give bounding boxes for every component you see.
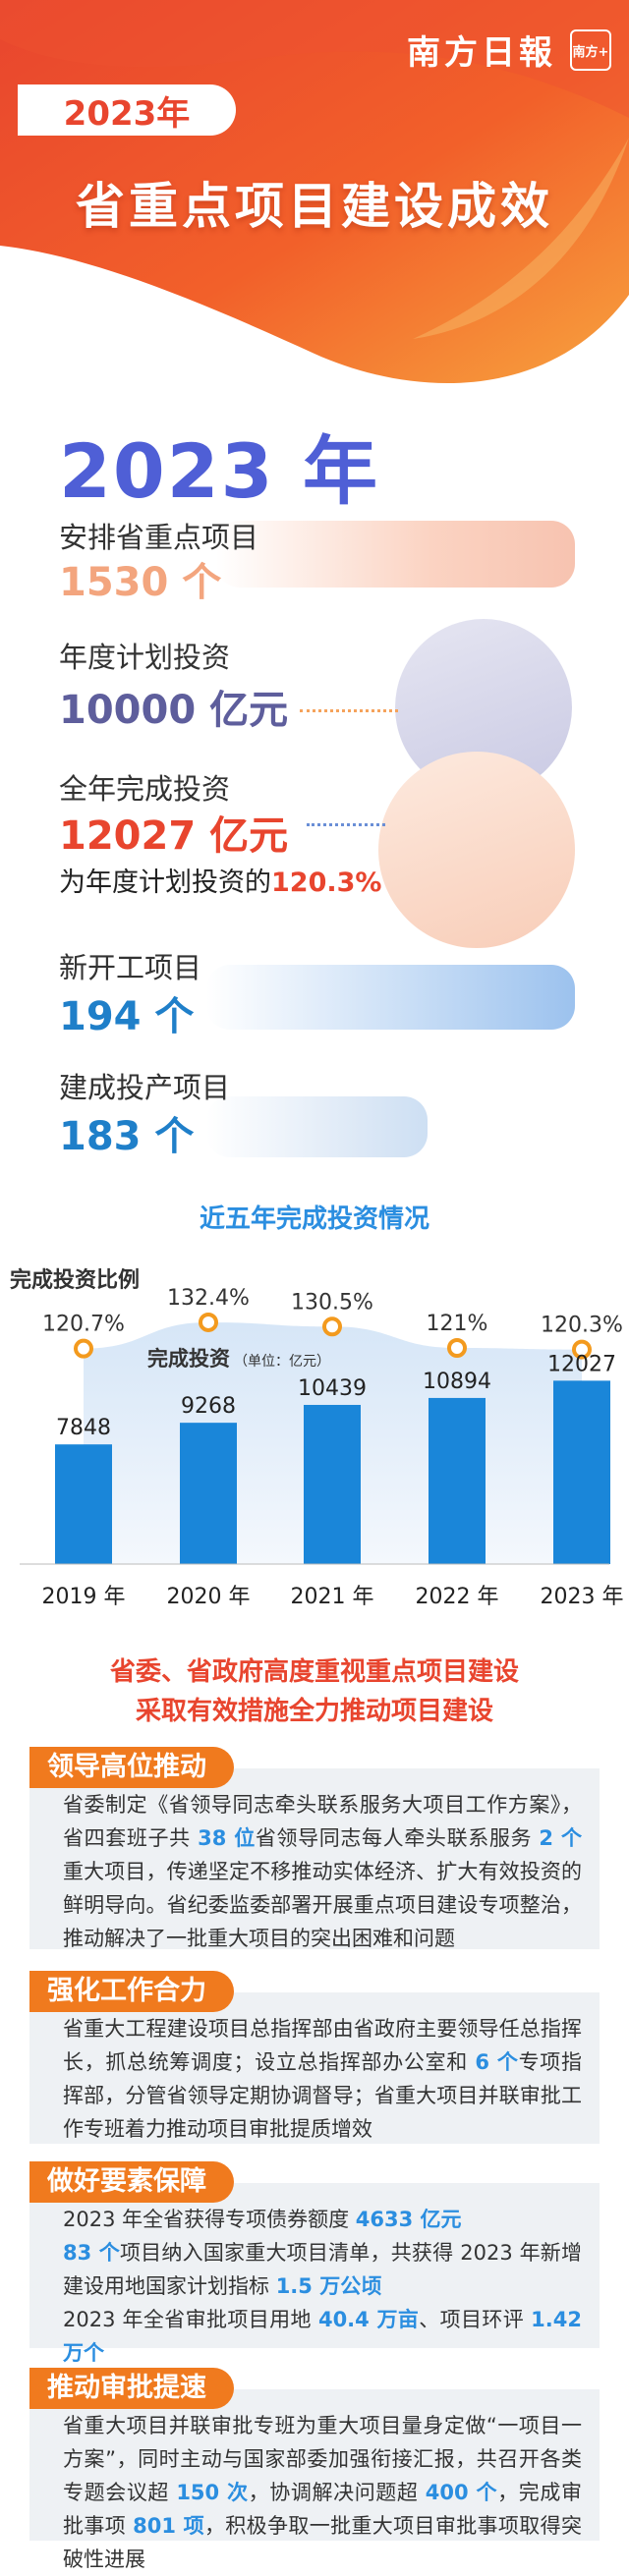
investment-bar [553, 1380, 610, 1564]
stat-2-value: 10000 亿元 [59, 688, 289, 733]
highlight-value: 4633 亿元 [355, 2208, 462, 2231]
stat-3-note-value: 120.3% [271, 868, 382, 898]
stat-3-note-text: 为年度计划投资的 [59, 868, 271, 898]
category-label: 2021 年 [291, 1585, 374, 1609]
measure-3-text-1: 2023 年全省获得专项债券额度 4633 亿元 [63, 2203, 582, 2236]
stat-3-circle [378, 752, 575, 948]
highlight-value: 38 位 [198, 1826, 256, 1850]
bar-value-label: 9268 [181, 1394, 236, 1419]
category-label: 2019 年 [42, 1585, 126, 1609]
category-label: 2020 年 [167, 1585, 251, 1609]
measure-2-text: 省重大工程建设项目总指挥部由省政府主要领导任总指挥长，抓总统筹调度；设立总指挥部… [63, 2012, 582, 2146]
investment-bar [180, 1423, 237, 1564]
text-segment: 2023 年全省审批项目用地 [63, 2308, 318, 2331]
amount-unit: （单位：亿元） [234, 1354, 330, 1370]
highlight-value: 2 个 [539, 1826, 582, 1850]
stat-1-label: 安排省重点项目 [59, 521, 259, 554]
stat-4-bar [206, 965, 575, 1030]
investment-bar [55, 1444, 112, 1564]
chart-section-title: 近五年完成投资情况 [199, 1204, 429, 1234]
stat-2-label: 年度计划投资 [59, 641, 231, 674]
text-segment: ，完成审批事项 [63, 2481, 582, 2538]
investment-bar [304, 1404, 361, 1564]
stat-4-label: 新开工项目 [59, 951, 202, 984]
ratio-value-label: 120.7% [42, 1313, 125, 1337]
measure-tag-3: 做好要素保障 [29, 2161, 234, 2203]
text-segment: 省委制定《省领导同志牵头联系服务大项目工作方案》，省四套班子共 [63, 1793, 582, 1850]
amount-series-label: 完成投资 （单位：亿元） [147, 1347, 330, 1371]
highlight-value: 6 个 [475, 2050, 519, 2074]
highlight-value: 150 次 [176, 2481, 249, 2504]
ratio-point [322, 1316, 342, 1337]
measure-3-text-2: 83 个项目纳入国家重大项目清单，共获得 2023 年新增建设用地国家计划指标 … [63, 2236, 582, 2303]
highlight-value: 1.5 万公顷 [275, 2274, 382, 2298]
measure-1-text: 省委制定《省领导同志牵头联系服务大项目工作方案》，省四套班子共 38 位省领导同… [63, 1788, 582, 1955]
text-segment: ，协调解决问题超 [248, 2481, 426, 2504]
amount-series-name: 完成投资 [147, 1347, 230, 1371]
brand-logo: 南方日報 [407, 33, 556, 73]
category-label: 2022 年 [416, 1585, 499, 1609]
text-segment: 重大项目，传递坚定不移推动实体经济、扩大有效投资的鲜明导向。省纪委监委部署开展重… [63, 1860, 582, 1950]
measure-tag-2: 强化工作合力 [29, 1971, 234, 2012]
measure-3-text-3: 2023 年全省审批项目用地 40.4 万亩、项目环评 1.42 万个 [63, 2303, 582, 2370]
bar-value-label: 12027 [547, 1352, 616, 1376]
highlight-value: 400 个 [425, 2481, 498, 2504]
text-segment: 、项目环评 [419, 2308, 532, 2331]
bar-value-label: 10439 [298, 1376, 367, 1401]
measure-tag-1: 领导高位推动 [29, 1747, 234, 1788]
ratio-value-label: 132.4% [167, 1286, 250, 1311]
bar-value-label: 10894 [423, 1370, 491, 1394]
text-segment: 专项指挥部，分管省领导定期协调督导；省重大项目并联审批工作专班着力推动项目审批提… [63, 2050, 582, 2141]
investment-bar [429, 1397, 486, 1564]
bar-value-label: 7848 [56, 1416, 111, 1440]
stat-3-label: 全年完成投资 [59, 772, 231, 806]
measure-card-3: 2023 年全省获得专项债券额度 4633 亿元 83 个项目纳入国家重大项目清… [29, 2183, 600, 2365]
ratio-series-label: 完成投资比例 [10, 1267, 140, 1293]
highlight-value: 801 项 [133, 2514, 204, 2538]
ratio-value-label: 121% [427, 1312, 488, 1336]
overview-year: 2023 年 [59, 427, 379, 515]
text-segment: 2023 年全省获得专项债券额度 [63, 2208, 356, 2231]
measure-tag-4: 推动审批提速 [29, 2368, 234, 2409]
ratio-value-label: 120.3% [541, 1314, 623, 1338]
hero-banner: 南方日報 南方+ 2023年 省重点项目建设成效 [0, 0, 629, 393]
policy-line-2: 采取有效措施全力推动项目建设 [135, 1697, 493, 1726]
ratio-value-label: 130.5% [291, 1290, 373, 1315]
stat-5-label: 建成投产项目 [59, 1071, 231, 1104]
stat-5-value: 183 个 [59, 1114, 195, 1159]
investment-chart: 7848 2019 年 9268 2020 年 10439 2021 年 10894 2022… [10, 1267, 624, 1609]
year-tag: 2023年 [18, 84, 236, 136]
ratio-point [199, 1312, 218, 1332]
text-segment: 省重大项目并联审批专班为重大项目量身定做“一项目一方案”，同时主动与国家部委加强… [63, 2414, 582, 2504]
highlight-value: 1.42 万个 [63, 2308, 582, 2365]
stat-2-dotline [300, 709, 398, 712]
text-segment: 省领导同志每人牵头联系服务 [255, 1826, 540, 1850]
measure-card-4: 省重大项目并联审批专班为重大项目量身定做“一项目一方案”，同时主动与国家部委加强… [29, 2389, 600, 2571]
stat-1-bar [216, 521, 575, 588]
highlight-value: 83 个 [63, 2241, 120, 2265]
stat-3-note: 为年度计划投资的120.3% [59, 861, 381, 899]
highlight-value: 40.4 万亩 [317, 2308, 420, 2331]
text-segment: 项目纳入国家重大项目清单，共获得 2023 年新增建设用地国家计划指标 [63, 2241, 582, 2298]
page-title: 省重点项目建设成效 [76, 178, 553, 235]
measure-card-1: 省委制定《省领导同志牵头联系服务大项目工作方案》，省四套班子共 38 位省领导同… [29, 1768, 600, 1950]
stat-3-dotline [307, 823, 385, 826]
text-segment: 省重大工程建设项目总指挥部由省政府主要领导任总指挥长，抓总统筹调度；设立总指挥部… [63, 2017, 582, 2074]
category-label: 2023 年 [541, 1585, 624, 1609]
ratio-point [572, 1339, 592, 1360]
stat-1-value: 1530 个 [59, 560, 222, 605]
brand-seal-icon: 南方+ [570, 29, 611, 71]
stat-5-bar [206, 1096, 428, 1157]
ratio-point [74, 1338, 93, 1359]
ratio-point [447, 1338, 467, 1358]
policy-line-1: 省委、省政府高度重视重点项目建设 [109, 1657, 519, 1687]
stat-4-value: 194 个 [59, 994, 195, 1039]
stat-3-value: 12027 亿元 [59, 813, 289, 859]
policy-heading: 省委、省政府高度重视重点项目建设 采取有效措施全力推动项目建设 [0, 1652, 629, 1731]
measure-4-text: 省重大项目并联审批专班为重大项目量身定做“一项目一方案”，同时主动与国家部委加强… [63, 2409, 582, 2576]
measure-card-2: 省重大工程建设项目总指挥部由省政府主要领导任总指挥长，抓总统筹调度；设立总指挥部… [29, 1992, 600, 2144]
